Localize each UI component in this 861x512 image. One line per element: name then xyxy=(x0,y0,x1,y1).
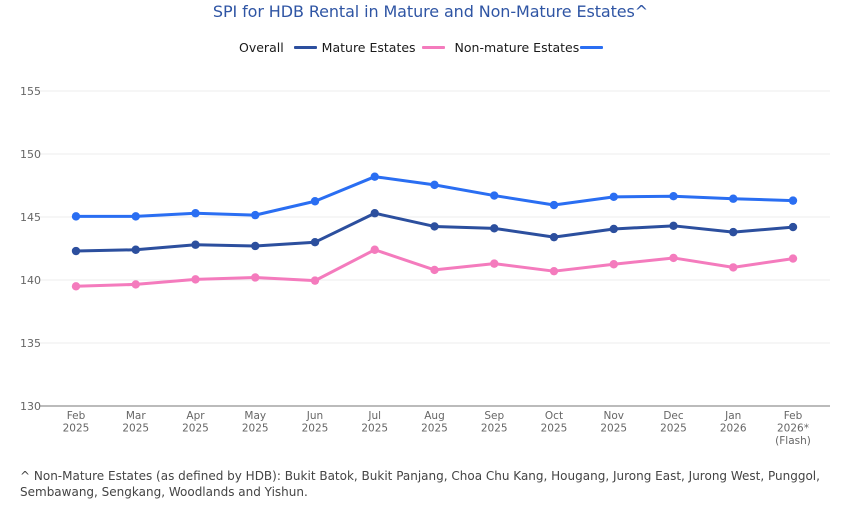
data-point[interactable] xyxy=(310,197,320,206)
x-tick-label: Nov 2025 xyxy=(600,410,627,435)
y-tick-label: 135 xyxy=(20,337,41,350)
x-tick-label: Sep 2025 xyxy=(481,410,508,435)
y-tick-label: 130 xyxy=(20,400,41,413)
x-tick-label: Jul 2025 xyxy=(361,410,388,435)
data-point[interactable] xyxy=(251,273,260,282)
data-point[interactable] xyxy=(131,212,140,221)
data-point[interactable] xyxy=(609,260,618,269)
x-tick-label: Dec 2025 xyxy=(660,410,687,435)
legend-label-overall[interactable]: Overall xyxy=(239,39,284,55)
x-tick-label: Aug 2025 xyxy=(421,410,448,435)
chart-title: SPI for HDB Rental in Mature and Non-Mat… xyxy=(212,2,649,21)
y-tick-label: 155 xyxy=(20,85,41,98)
legend-label-mature[interactable]: Mature Estates xyxy=(321,39,416,55)
data-point[interactable] xyxy=(669,253,678,263)
series-overall xyxy=(71,209,798,256)
data-point[interactable] xyxy=(729,194,738,203)
series-line xyxy=(75,211,794,253)
data-point[interactable] xyxy=(490,191,499,200)
data-point[interactable] xyxy=(788,222,798,232)
data-point[interactable] xyxy=(71,246,81,256)
y-axis-ticks: 130 135 140 145 150 155 xyxy=(20,85,41,413)
y-tick-label: 145 xyxy=(20,211,41,224)
data-point[interactable] xyxy=(609,224,618,234)
y-tick-label: 140 xyxy=(20,274,41,287)
series-lines xyxy=(71,172,798,291)
data-point[interactable] xyxy=(669,221,678,231)
legend-swatch-overall xyxy=(293,45,317,49)
x-tick-label: May 2025 xyxy=(242,410,269,435)
x-tick-label: Apr 2025 xyxy=(182,410,209,435)
data-point[interactable] xyxy=(609,192,618,202)
data-point[interactable] xyxy=(370,245,379,254)
x-tick-label: Feb 2025 xyxy=(63,410,90,435)
x-tick-label: Jan 2026 xyxy=(720,410,747,435)
line-chart: 130 135 140 145 150 155 Feb 2025 Mar 2025 Apr 2025… xyxy=(20,85,830,447)
data-point[interactable] xyxy=(490,224,499,233)
data-point[interactable] xyxy=(729,227,738,237)
data-point[interactable] xyxy=(191,209,200,218)
legend-swatch-non-mature xyxy=(580,45,604,49)
data-point[interactable] xyxy=(490,259,499,268)
data-point[interactable] xyxy=(251,210,260,220)
data-point[interactable] xyxy=(788,196,798,205)
data-point[interactable] xyxy=(729,263,738,272)
x-tick-label: Feb 2026* (Flash) xyxy=(775,410,811,447)
data-point[interactable] xyxy=(549,200,559,210)
x-axis-ticks: Feb 2025 Mar 2025 Apr 2025 May 2025 Jun 2025 Jul 20… xyxy=(63,410,811,447)
data-point[interactable] xyxy=(71,282,81,291)
data-point[interactable] xyxy=(430,222,439,231)
x-tick-label: Mar 2025 xyxy=(122,410,149,435)
data-point[interactable] xyxy=(549,266,559,276)
data-point[interactable] xyxy=(430,265,439,275)
data-point[interactable] xyxy=(430,180,439,190)
data-point[interactable] xyxy=(370,172,379,181)
data-point[interactable] xyxy=(669,192,678,201)
x-tick-label: Jun 2025 xyxy=(302,410,329,435)
gridlines xyxy=(40,90,830,344)
series-non-mature-estates xyxy=(71,172,798,221)
data-point[interactable] xyxy=(131,245,140,254)
data-point[interactable] xyxy=(310,276,320,285)
data-point[interactable] xyxy=(788,254,798,263)
data-point[interactable] xyxy=(370,209,379,218)
series-mature-estates xyxy=(71,245,798,291)
data-point[interactable] xyxy=(71,212,81,221)
y-tick-label: 150 xyxy=(20,148,41,161)
data-point[interactable] xyxy=(251,241,260,251)
legend-label-non-mature[interactable]: Non-mature Estates xyxy=(454,39,580,55)
data-point[interactable] xyxy=(191,240,200,249)
chart-legend: Overall Mature Estates Non-mature Estate… xyxy=(239,38,604,56)
x-tick-label: Oct 2025 xyxy=(541,410,568,435)
data-point[interactable] xyxy=(191,275,200,284)
data-point[interactable] xyxy=(131,280,140,289)
data-point[interactable] xyxy=(310,238,320,247)
data-point[interactable] xyxy=(549,232,559,242)
footnote: ^ Non-Mature Estates (as defined by HDB)… xyxy=(20,469,820,499)
legend-swatch-mature xyxy=(421,45,445,49)
